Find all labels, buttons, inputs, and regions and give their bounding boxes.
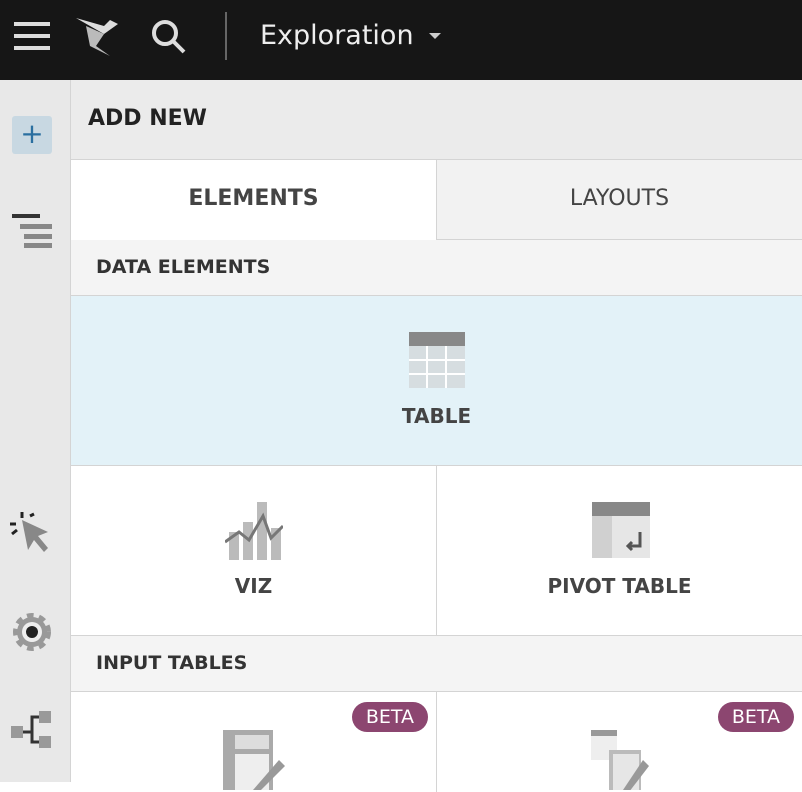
search-icon[interactable] [150,18,188,56]
settings-icon[interactable] [12,612,52,652]
input-table-icon [223,730,285,790]
linked-input-table-icon [591,730,649,790]
beta-badge: BETA [351,702,428,732]
viz-label: VIZ [234,574,273,598]
pivot-table-icon [592,502,650,558]
left-rail: + [0,80,71,782]
tab-elements[interactable]: ELEMENTS [188,186,319,211]
workbook-title[interactable]: Exploration [260,20,414,51]
table-icon [409,332,465,388]
section-input-tables: INPUT TABLES [71,636,802,692]
add-new-panel: ADD NEW ELEMENTS LAYOUTS DATA ELEMENTS T… [71,80,802,792]
pivot-table-label: PIVOT TABLE [547,574,692,598]
lineage-icon[interactable] [10,710,54,750]
empty-input-table-button[interactable]: BETA [71,692,436,792]
viz-element-button[interactable]: VIZ [71,466,436,636]
plus-icon[interactable]: + [12,116,52,154]
logo-icon[interactable] [76,16,122,58]
outline-icon[interactable] [12,214,52,248]
top-bar: Exploration [0,0,802,80]
interaction-icon[interactable] [8,512,52,556]
beta-badge: BETA [717,702,794,732]
viz-icon [225,502,283,560]
chevron-down-icon[interactable] [429,33,441,39]
table-element-button[interactable]: TABLE [71,296,802,466]
panel-title: ADD NEW [71,80,802,160]
menu-icon[interactable] [14,22,50,50]
tab-layouts[interactable]: LAYOUTS [436,160,802,240]
linked-input-table-button[interactable]: BETA [436,692,802,792]
table-label: TABLE [401,404,472,428]
section-data-elements: DATA ELEMENTS [71,240,802,296]
divider [225,12,227,60]
pivot-table-element-button[interactable]: PIVOT TABLE [436,466,802,636]
